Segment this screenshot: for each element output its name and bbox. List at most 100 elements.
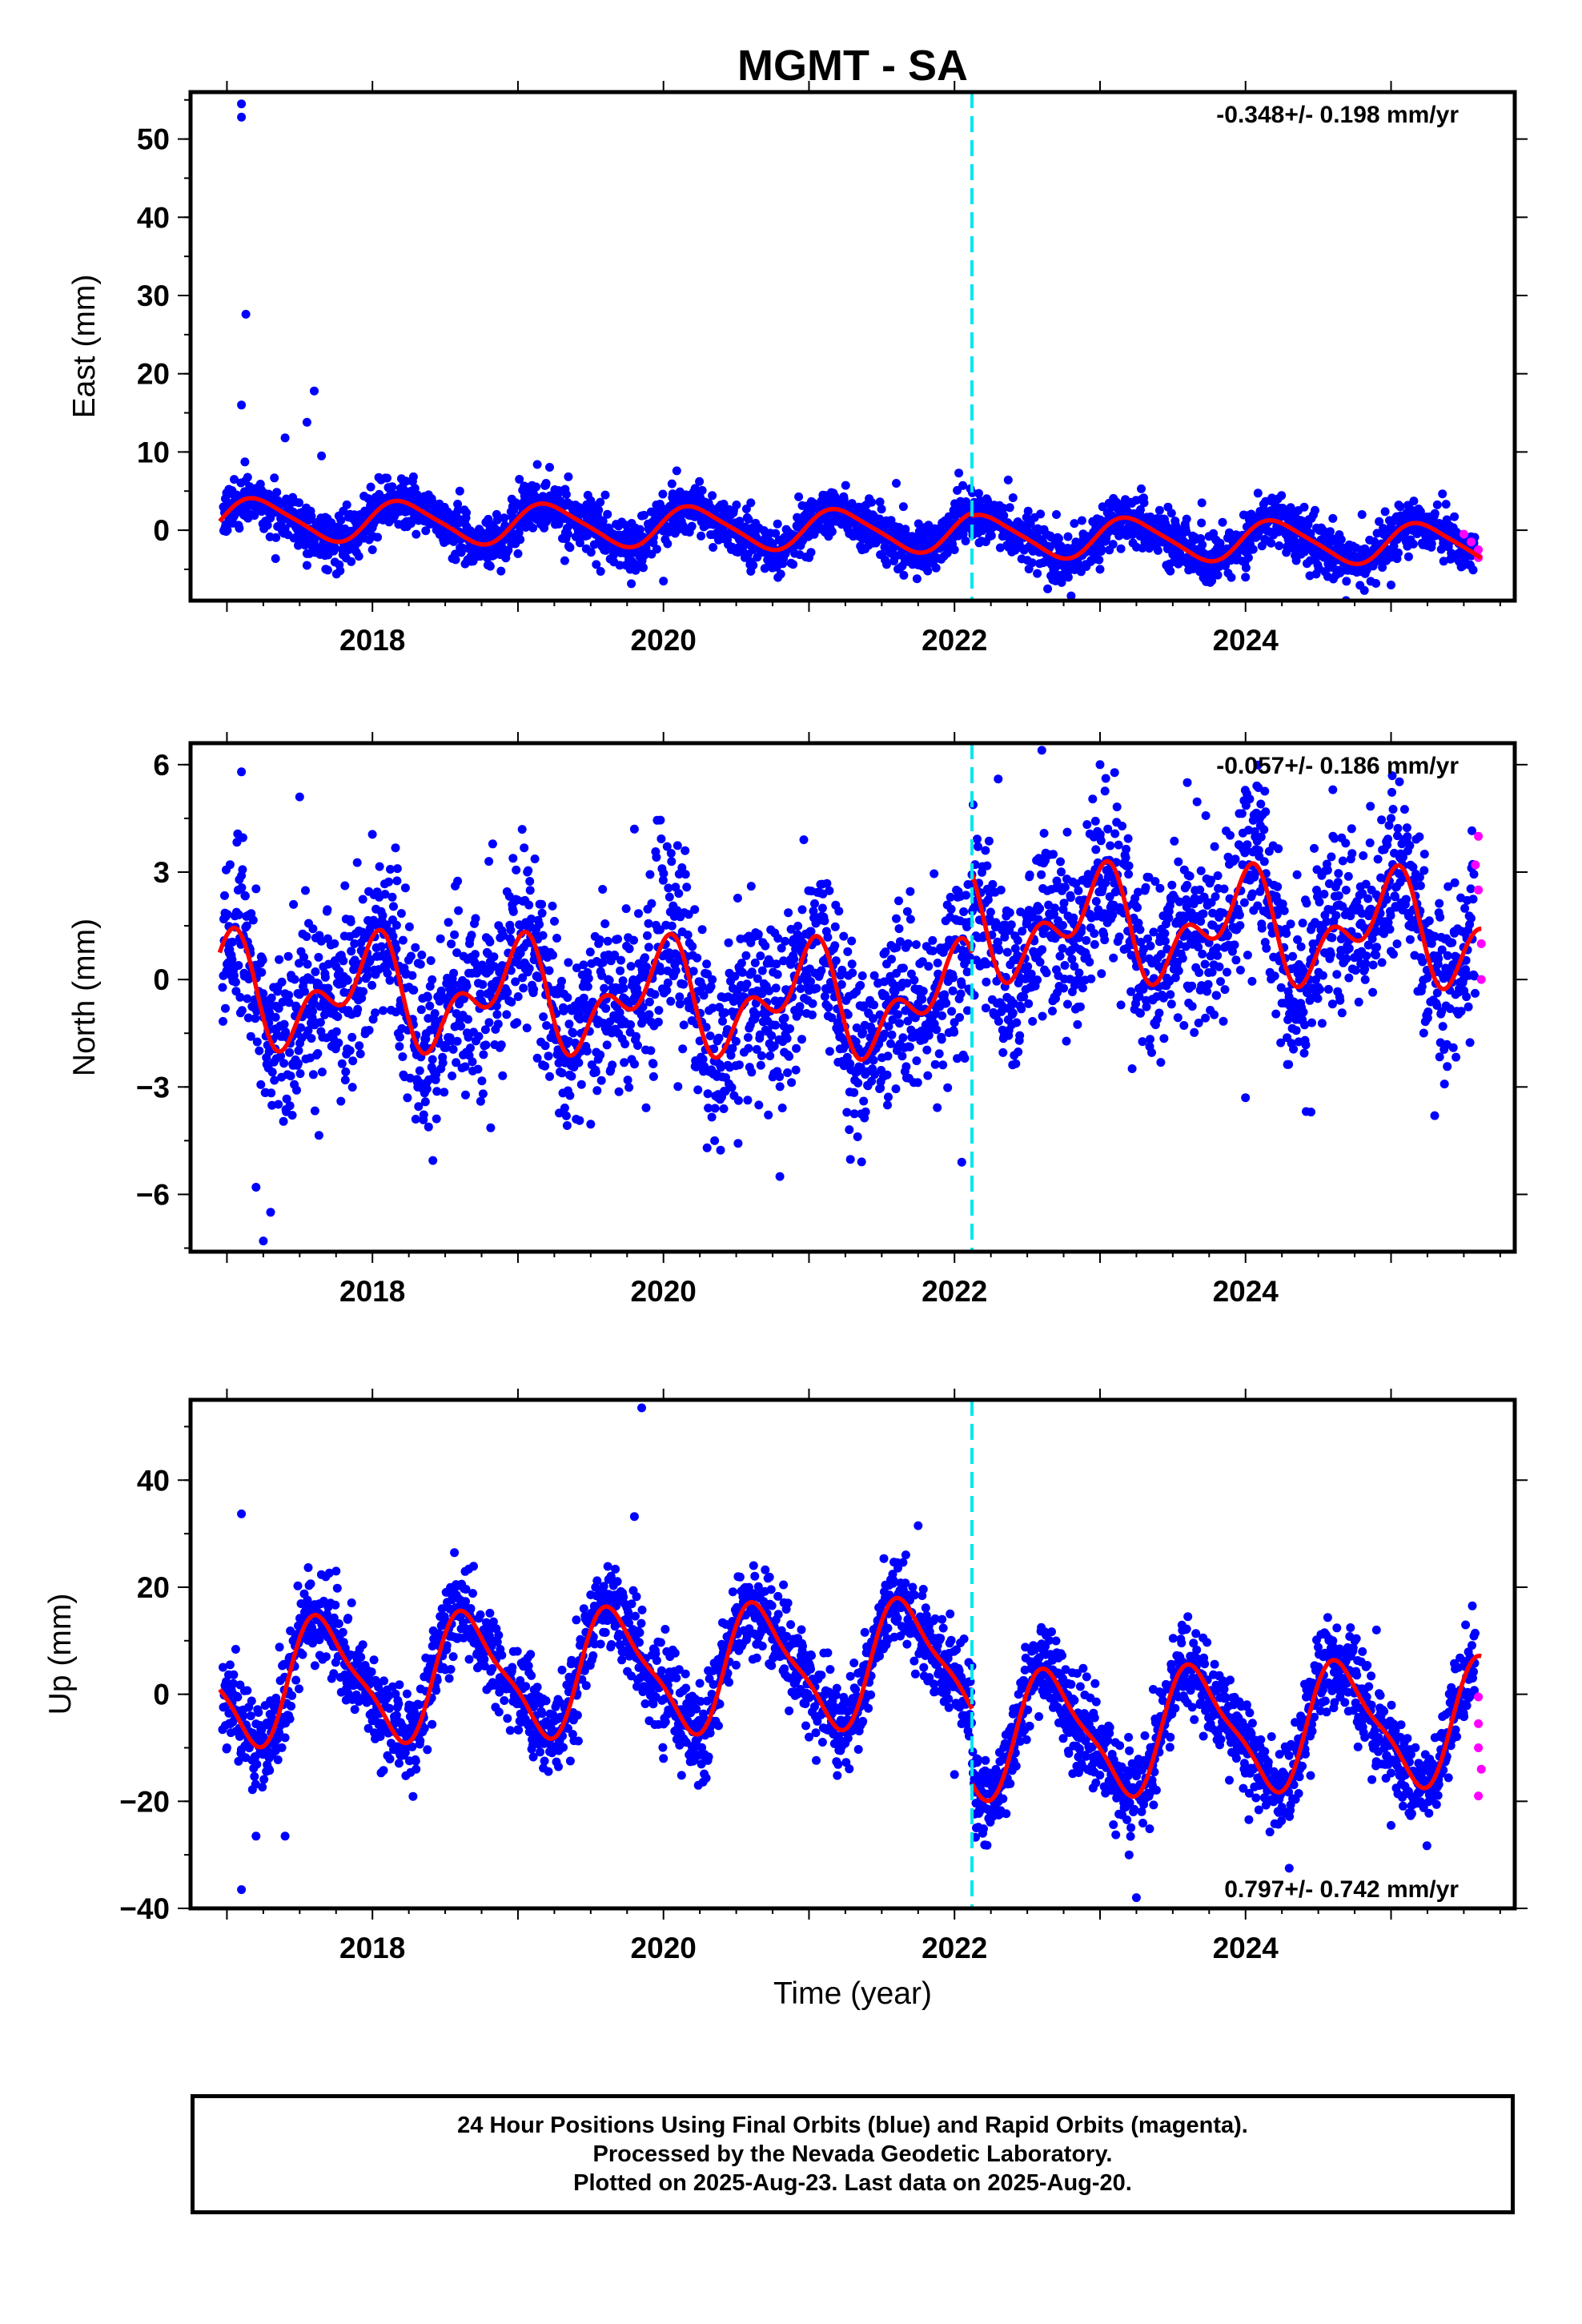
data-point bbox=[681, 846, 690, 855]
data-point bbox=[733, 1096, 743, 1105]
data-point bbox=[665, 892, 674, 902]
data-point bbox=[1094, 555, 1104, 565]
data-point bbox=[218, 983, 227, 992]
data-point bbox=[350, 939, 359, 948]
data-point bbox=[373, 533, 383, 542]
model-fit-line bbox=[218, 496, 973, 555]
data-point bbox=[467, 931, 476, 940]
data-point bbox=[534, 973, 544, 983]
x-tick-label: 2022 bbox=[921, 624, 987, 657]
data-point bbox=[1415, 507, 1425, 517]
data-point bbox=[508, 907, 518, 916]
data-point bbox=[616, 966, 625, 975]
data-point bbox=[1139, 498, 1149, 508]
data-point bbox=[375, 862, 384, 871]
data-point bbox=[267, 1068, 277, 1077]
data-point bbox=[500, 513, 509, 523]
data-point bbox=[984, 836, 994, 846]
data-point bbox=[820, 991, 829, 1001]
data-point bbox=[600, 919, 610, 928]
data-point bbox=[219, 1016, 227, 1026]
data-point bbox=[416, 959, 425, 969]
data-point bbox=[235, 992, 245, 1002]
data-point bbox=[644, 919, 653, 928]
data-point bbox=[409, 985, 419, 995]
data-point bbox=[898, 502, 908, 512]
data-point bbox=[336, 1096, 346, 1106]
data-point bbox=[486, 1123, 496, 1132]
data-point bbox=[267, 1088, 276, 1098]
data-point bbox=[480, 1025, 490, 1035]
data-point bbox=[284, 998, 294, 1007]
data-point bbox=[492, 1010, 502, 1019]
data-point bbox=[998, 504, 1008, 513]
data-point bbox=[867, 1076, 877, 1086]
data-point bbox=[518, 973, 528, 983]
data-point bbox=[462, 981, 472, 991]
data-point bbox=[473, 1064, 483, 1074]
data-point bbox=[931, 563, 941, 573]
data-point bbox=[323, 565, 332, 575]
data-point bbox=[600, 983, 609, 993]
data-point bbox=[383, 968, 392, 978]
data-point bbox=[742, 979, 752, 989]
data-point bbox=[453, 876, 463, 886]
data-point bbox=[271, 554, 280, 563]
data-point bbox=[392, 864, 402, 874]
data-point bbox=[858, 1027, 868, 1037]
outlier-point bbox=[237, 99, 247, 109]
data-point bbox=[320, 972, 330, 982]
data-point bbox=[834, 907, 844, 916]
data-point bbox=[982, 959, 991, 969]
outlier-point bbox=[455, 486, 464, 496]
data-point bbox=[476, 1096, 485, 1106]
data-point bbox=[391, 920, 401, 930]
data-point bbox=[449, 968, 459, 978]
data-point bbox=[367, 830, 377, 839]
data-point bbox=[502, 1010, 512, 1019]
data-point bbox=[741, 505, 751, 513]
data-point bbox=[603, 509, 612, 519]
data-point bbox=[532, 482, 541, 492]
data-point bbox=[355, 1041, 364, 1051]
data-point bbox=[389, 902, 398, 911]
data-point bbox=[565, 543, 575, 553]
data-point bbox=[817, 903, 827, 913]
y-tick-label: 10 bbox=[137, 436, 170, 468]
data-point bbox=[693, 953, 702, 963]
data-point bbox=[744, 1043, 753, 1053]
data-point bbox=[683, 930, 693, 939]
data-point bbox=[1070, 519, 1079, 529]
data-point bbox=[287, 1111, 297, 1120]
data-point bbox=[564, 958, 573, 967]
data-point bbox=[1213, 570, 1223, 580]
data-point bbox=[358, 895, 367, 904]
data-point bbox=[715, 1003, 724, 1012]
data-point bbox=[912, 1056, 921, 1066]
data-point bbox=[946, 904, 956, 914]
data-point bbox=[787, 1078, 797, 1088]
data-point bbox=[924, 1031, 934, 1040]
data-point bbox=[598, 517, 608, 526]
outlier-point bbox=[1357, 510, 1367, 519]
x-tick-label: 2020 bbox=[631, 624, 697, 657]
data-point bbox=[300, 987, 309, 996]
data-point bbox=[869, 1000, 879, 1010]
data-point bbox=[675, 992, 685, 1002]
data-point bbox=[292, 1085, 301, 1095]
data-point bbox=[432, 1087, 442, 1096]
data-point bbox=[285, 1047, 295, 1057]
data-point bbox=[237, 883, 247, 892]
data-point bbox=[238, 833, 247, 842]
data-point bbox=[883, 1051, 893, 1061]
data-point bbox=[753, 930, 763, 939]
outlier-point bbox=[1052, 510, 1061, 519]
data-point bbox=[596, 1050, 605, 1059]
data-point bbox=[295, 498, 303, 508]
data-point bbox=[313, 979, 323, 988]
data-point bbox=[432, 1114, 441, 1124]
data-point bbox=[913, 1078, 922, 1088]
data-point bbox=[596, 1076, 606, 1085]
data-point bbox=[243, 994, 252, 1003]
